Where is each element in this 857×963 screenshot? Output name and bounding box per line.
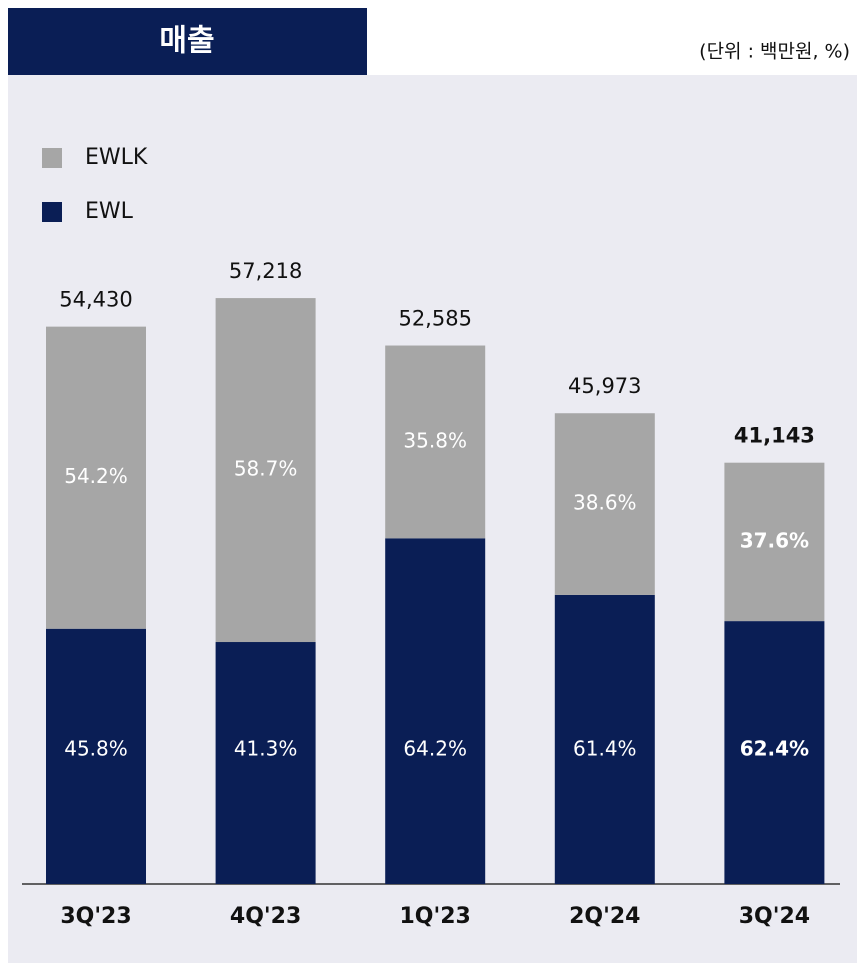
segment-label: 45.8% [64, 737, 128, 761]
x-tick-label: 3Q'24 [739, 904, 810, 929]
segment-label: 54.2% [64, 464, 128, 488]
x-tick-label: 3Q'23 [60, 904, 131, 929]
segment-label: 58.7% [234, 457, 298, 481]
segment-label: 37.6% [740, 528, 809, 552]
legend-label: EWL [85, 199, 134, 224]
bar-segment [554, 594, 655, 884]
segment-label: 35.8% [403, 428, 467, 452]
legend-swatch [42, 202, 62, 222]
chart-title: 매출 [159, 24, 214, 59]
total-label: 52,585 [398, 307, 471, 331]
bar-segment [385, 538, 486, 884]
unit-note: (단위 : 백만원, %) [699, 41, 850, 63]
segment-label: 38.6% [573, 491, 637, 515]
bar-segment [46, 326, 146, 629]
x-tick-label: 1Q'23 [400, 904, 471, 929]
x-tick-label: 2Q'24 [569, 904, 640, 929]
segment-label: 61.4% [573, 737, 637, 761]
segment-label: 41.3% [234, 737, 298, 761]
bar-segment [215, 642, 316, 884]
total-label: 57,218 [229, 259, 302, 283]
bar-segment [724, 462, 825, 622]
total-label: 41,143 [734, 424, 815, 448]
bar-segment [215, 298, 316, 643]
bar-segment [554, 413, 655, 595]
bar-segment [724, 621, 825, 884]
bar-segment [385, 345, 486, 539]
title-box [8, 8, 367, 75]
bar-segment [46, 628, 146, 884]
x-tick-label: 4Q'23 [230, 904, 301, 929]
legend-swatch [42, 148, 62, 168]
segment-label: 62.4% [740, 737, 809, 761]
legend-label: EWLK [85, 145, 148, 170]
segment-label: 64.2% [403, 737, 467, 761]
total-label: 45,973 [568, 374, 641, 398]
total-label: 54,430 [59, 288, 132, 312]
